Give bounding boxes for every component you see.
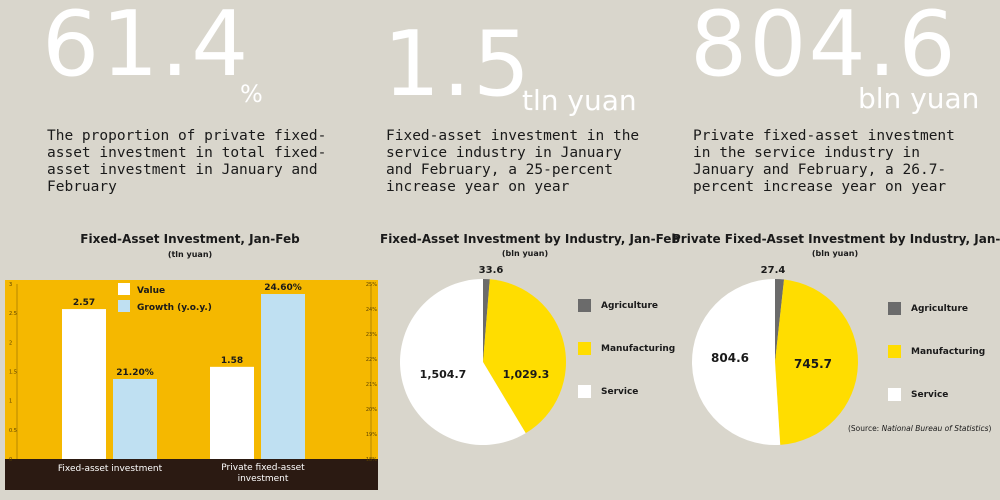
bar-chart-subtitle: (tln yuan) xyxy=(167,250,213,259)
category-label: Fixed-asset investment xyxy=(58,464,163,474)
source-suffix: ) xyxy=(988,424,992,433)
y-tick-label: 3 xyxy=(9,282,12,288)
bar-chart-title: Fixed-Asset Investment, Jan-Feb xyxy=(80,232,300,246)
legend-label: Service xyxy=(911,389,949,400)
y-tick-label: 0 xyxy=(9,457,12,463)
y-tick-label: 1.5 xyxy=(9,370,17,376)
stat-description: Fixed-asset investment in the service in… xyxy=(386,128,640,195)
legend-label: Service xyxy=(601,386,639,397)
stat-value: 804.6 xyxy=(690,0,958,97)
growth-bar-label: 24.60% xyxy=(264,283,302,293)
manufacturing-swatch xyxy=(578,342,591,355)
source-prefix: (Source: xyxy=(848,424,882,433)
legend-item-manufacturing: Manufacturing xyxy=(578,342,675,355)
y-tick-label: 1 xyxy=(9,399,12,405)
growth-bar-label: 21.20% xyxy=(116,368,154,378)
manufacturing-swatch xyxy=(888,345,901,358)
y2-tick-label: 21% xyxy=(366,382,377,388)
y2-tick-label: 23% xyxy=(366,332,377,338)
stat-description: Private fixed-asset investment in the se… xyxy=(693,128,955,195)
growth-bar xyxy=(261,294,305,459)
legend-item-manufacturing: Manufacturing xyxy=(888,345,985,358)
legend-value-label: Value xyxy=(137,286,165,296)
pie2-subtitle: (bln yuan) xyxy=(811,249,859,258)
category-band xyxy=(5,459,378,490)
legend-growth-swatch xyxy=(118,300,130,312)
y2-tick-label: 24% xyxy=(366,307,377,313)
source-note: (Source: National Bureau of Statistics) xyxy=(848,424,991,433)
stat-description: The proportion of private fixed-asset in… xyxy=(47,128,327,195)
y2-tick-label: 20% xyxy=(366,407,377,413)
value-bar-label: 1.58 xyxy=(221,356,243,366)
legend-label: Agriculture xyxy=(911,303,969,314)
legend-label: Manufacturing xyxy=(601,343,676,354)
stat-unit: bln yuan xyxy=(858,82,980,115)
y-tick-label: 0.5 xyxy=(9,428,17,434)
legend-value-swatch xyxy=(118,283,130,295)
y-tick-label: 2.5 xyxy=(9,311,17,317)
y2-tick-label: 19% xyxy=(366,432,377,438)
legend-item-service: Service xyxy=(578,385,638,398)
value-bar xyxy=(62,309,106,459)
pie2-title: Private Fixed-Asset Investment by Indust… xyxy=(672,232,1000,246)
legend-item-service: Service xyxy=(888,388,948,401)
category-label: Private fixed-asset investment xyxy=(221,463,305,484)
stat-unit: tln yuan xyxy=(522,84,637,117)
stat-value: 1.5 xyxy=(383,12,533,117)
stat-value: 61.4 xyxy=(42,0,251,97)
y2-tick-label: 25% xyxy=(366,282,377,288)
y2-tick-label: 22% xyxy=(366,357,377,363)
y2-tick-label: 18% xyxy=(366,457,377,463)
bar-legend: Value Growth (y.o.y.) xyxy=(118,283,212,313)
legend-label: Agriculture xyxy=(601,300,659,311)
service-swatch xyxy=(888,388,901,401)
value-bar xyxy=(210,366,254,459)
source-name: National Bureau of Statistics xyxy=(881,424,989,433)
pie1-subtitle: (bln yuan) xyxy=(501,249,549,258)
service-swatch xyxy=(578,385,591,398)
growth-bar xyxy=(113,379,157,459)
stat-unit: % xyxy=(240,80,263,108)
value-bar-label: 2.57 xyxy=(73,298,95,308)
y-tick-label: 2 xyxy=(9,340,12,346)
agriculture-swatch xyxy=(888,302,901,315)
legend-label: Manufacturing xyxy=(911,346,986,357)
legend-item-agriculture: Agriculture xyxy=(888,302,968,315)
pie1-title: Fixed-Asset Investment by Industry, Jan-… xyxy=(380,232,681,246)
agriculture-swatch xyxy=(578,299,591,312)
legend-growth-label: Growth (y.o.y.) xyxy=(137,303,212,313)
legend-item-agriculture: Agriculture xyxy=(578,299,658,312)
